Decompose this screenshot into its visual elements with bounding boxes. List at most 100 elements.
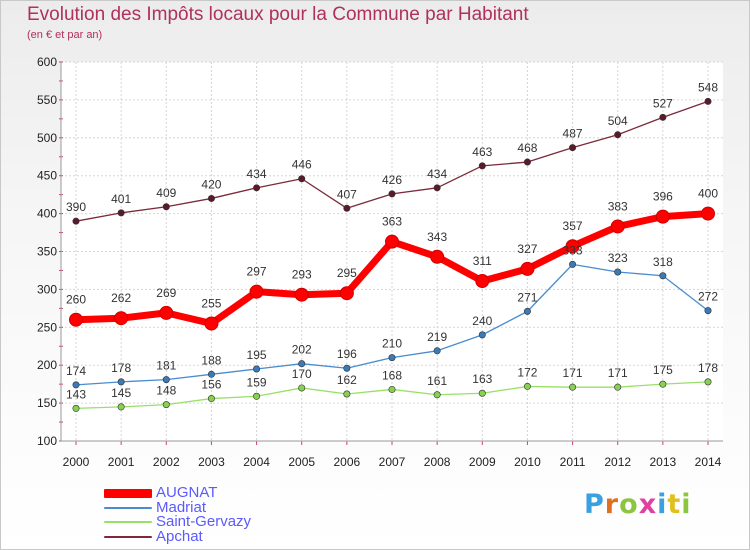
- data-label-madriat: 181: [156, 359, 176, 373]
- point-madriat: [569, 260, 577, 268]
- y-tick-label: 400: [37, 207, 57, 221]
- data-label-augnat: 327: [517, 242, 537, 256]
- data-label-saint-gervazy: 170: [292, 367, 312, 381]
- point-apchat: [433, 184, 441, 192]
- point-saint-gervazy: [478, 389, 486, 397]
- point-madriat: [298, 360, 306, 368]
- logo-letter: x: [638, 489, 658, 520]
- point-augnat: [701, 206, 715, 221]
- legend-swatch-augnat: [104, 488, 152, 498]
- point-saint-gervazy: [117, 403, 125, 411]
- x-tick-label: 2003: [198, 455, 225, 469]
- data-label-apchat: 548: [698, 80, 718, 94]
- data-label-augnat: 396: [653, 190, 673, 204]
- y-tick-label: 100: [37, 434, 57, 448]
- data-label-apchat: 434: [427, 167, 447, 181]
- point-saint-gervazy: [298, 384, 306, 392]
- point-madriat: [343, 364, 351, 372]
- y-tick-label: 300: [37, 282, 57, 296]
- y-tick-label: 450: [37, 169, 57, 183]
- point-apchat: [569, 144, 577, 152]
- data-label-saint-gervazy: 145: [111, 386, 131, 400]
- data-label-apchat: 401: [111, 192, 131, 206]
- data-label-augnat: 293: [292, 268, 312, 282]
- legend-item-augnat: AUGNAT: [104, 484, 218, 501]
- point-apchat: [523, 158, 531, 166]
- x-tick-label: 2011: [560, 455, 586, 469]
- data-label-saint-gervazy: 143: [66, 387, 86, 401]
- data-label-saint-gervazy: 159: [247, 375, 267, 389]
- x-tick-label: 2000: [63, 455, 90, 469]
- point-saint-gervazy: [253, 392, 261, 400]
- x-tick-label: 2012: [604, 455, 631, 469]
- point-apchat: [343, 204, 351, 212]
- legend-item-apchat: Apchat: [104, 528, 203, 545]
- data-label-apchat: 487: [563, 127, 583, 141]
- y-tick-label: 250: [37, 320, 57, 334]
- x-tick-label: 2008: [424, 455, 451, 469]
- x-tick-label: 2002: [153, 455, 180, 469]
- data-label-saint-gervazy: 163: [472, 372, 492, 386]
- data-label-apchat: 420: [201, 177, 221, 191]
- chart-subtitle: (en € et par an): [27, 29, 103, 41]
- point-madriat: [614, 268, 622, 276]
- point-madriat: [478, 331, 486, 339]
- y-tick-label: 150: [37, 396, 57, 410]
- data-label-saint-gervazy: 168: [382, 368, 402, 382]
- point-saint-gervazy: [659, 380, 667, 388]
- data-label-augnat: 262: [111, 291, 131, 305]
- data-label-apchat: 527: [653, 96, 673, 110]
- data-label-saint-gervazy: 178: [698, 361, 718, 375]
- point-augnat: [565, 239, 580, 254]
- data-label-saint-gervazy: 161: [427, 374, 447, 388]
- data-label-madriat: 174: [66, 364, 86, 378]
- data-label-saint-gervazy: 171: [608, 366, 628, 380]
- logo-letter: t: [667, 489, 682, 520]
- data-label-augnat: 260: [66, 293, 86, 307]
- data-label-augnat: 343: [427, 230, 447, 244]
- point-saint-gervazy: [343, 390, 351, 398]
- legend-swatch-madriat: [104, 507, 152, 509]
- logo-letter: i: [681, 489, 692, 520]
- data-label-apchat: 468: [517, 141, 537, 155]
- x-tick-label: 2004: [243, 455, 270, 469]
- data-label-augnat: 295: [337, 266, 357, 280]
- point-madriat: [117, 378, 125, 386]
- legend-item-saint-gervazy: Saint-Gervazy: [104, 514, 251, 529]
- data-label-apchat: 504: [608, 114, 628, 128]
- data-label-apchat: 407: [337, 187, 357, 201]
- data-label-saint-gervazy: 156: [201, 378, 221, 392]
- data-label-apchat: 426: [382, 173, 402, 187]
- point-saint-gervazy: [704, 378, 712, 386]
- data-label-saint-gervazy: 162: [337, 373, 357, 387]
- point-saint-gervazy: [433, 391, 441, 399]
- data-label-apchat: 446: [292, 158, 312, 172]
- legend-label-augnat: AUGNAT: [156, 484, 218, 501]
- point-saint-gervazy: [207, 395, 215, 403]
- legend-item-madriat: Madriat: [104, 499, 207, 516]
- point-madriat: [72, 381, 80, 389]
- point-augnat: [249, 284, 264, 299]
- point-augnat: [114, 311, 129, 326]
- x-tick-label: 2006: [334, 455, 361, 469]
- point-apchat: [478, 162, 486, 170]
- y-tick-label: 600: [37, 55, 57, 69]
- logo-letter: o: [619, 489, 639, 520]
- point-saint-gervazy: [72, 404, 80, 412]
- data-label-augnat: 297: [247, 265, 267, 279]
- y-tick-label: 350: [37, 245, 57, 259]
- point-augnat: [520, 261, 535, 276]
- point-apchat: [207, 194, 215, 202]
- point-madriat: [388, 354, 396, 362]
- legend-label-madriat: Madriat: [156, 499, 207, 516]
- point-saint-gervazy: [388, 385, 396, 393]
- x-tick-label: 2013: [650, 455, 677, 469]
- point-apchat: [162, 203, 170, 211]
- legend-label-apchat: Apchat: [156, 528, 203, 545]
- logo-letter: i: [657, 489, 668, 520]
- proxiti-logo: Proxiti: [584, 489, 692, 520]
- point-madriat: [704, 307, 712, 315]
- point-saint-gervazy: [614, 383, 622, 391]
